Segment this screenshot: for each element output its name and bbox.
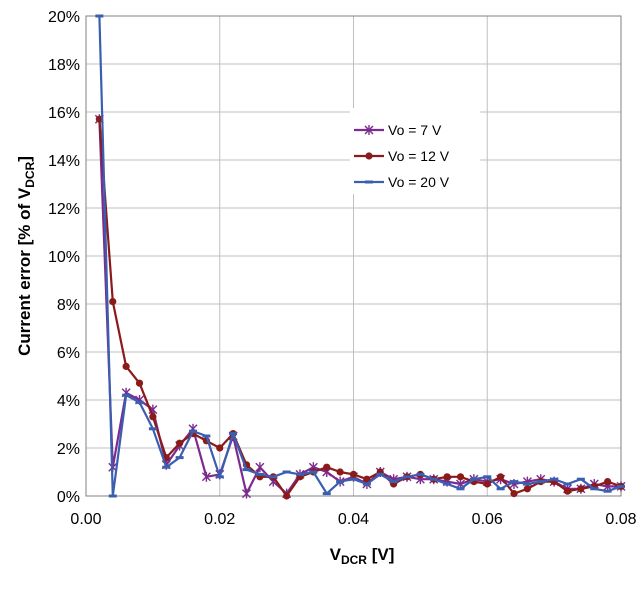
legend-item: Vo = 20 V [354, 174, 450, 190]
series-layer [94, 14, 626, 500]
y-axis-ticks: 0% 2% 4% 6% 8% 10% 12% 14% 16% 18% 20% [48, 9, 80, 506]
data-point [323, 463, 331, 471]
y-tick-label: 2% [57, 441, 80, 458]
series-2 [95, 14, 625, 498]
legend-item: Vo = 7 V [354, 122, 442, 138]
y-tick-label: 10% [48, 249, 80, 266]
legend-label: Vo = 20 V [388, 174, 450, 190]
x-tick-label: 0.02 [204, 511, 235, 528]
series-line [98, 119, 622, 498]
data-point [456, 473, 465, 481]
data-point [176, 439, 184, 447]
data-point [443, 473, 451, 481]
y-tick-label: 20% [48, 9, 80, 26]
legend-item: Vo = 12 V [354, 148, 450, 164]
y-tick-label: 0% [57, 489, 80, 506]
data-point [497, 473, 505, 481]
x-tick-label: 0.06 [472, 511, 503, 528]
data-point [364, 125, 374, 135]
y-tick-label: 16% [48, 105, 80, 122]
y-tick-label: 4% [57, 393, 80, 410]
legend: Vo = 7 V Vo = 12 V Vo = 20 V [350, 108, 480, 194]
y-tick-label: 14% [48, 153, 80, 170]
x-tick-label: 0.08 [605, 511, 636, 528]
data-point [604, 478, 612, 486]
x-axis-ticks: 0.00 0.02 0.04 0.06 0.08 [70, 511, 636, 528]
legend-label: Vo = 7 V [388, 122, 442, 138]
legend-label: Vo = 12 V [388, 148, 450, 164]
data-point [510, 490, 518, 498]
y-tick-label: 8% [57, 297, 80, 314]
data-point [483, 480, 491, 488]
y-tick-label: 12% [48, 201, 80, 218]
data-point [336, 468, 344, 476]
series-line [98, 15, 622, 498]
data-point [201, 471, 211, 482]
data-point [523, 485, 531, 493]
data-point [109, 298, 117, 306]
data-point [135, 379, 144, 387]
data-point [149, 413, 157, 421]
plot-frame [85, 15, 622, 497]
x-tick-label: 0.04 [338, 511, 369, 528]
data-point [365, 152, 373, 160]
data-point [255, 462, 265, 473]
data-point [363, 475, 371, 483]
data-point [563, 487, 572, 495]
y-axis-title: Current error [% of VDCR] [15, 156, 37, 356]
legend-box [350, 108, 480, 194]
data-point [122, 362, 130, 370]
data-point [242, 488, 251, 499]
data-point [349, 470, 358, 478]
y-tick-label: 18% [48, 57, 80, 74]
data-point [283, 492, 291, 500]
y-tick-label: 6% [57, 345, 80, 362]
data-point [216, 444, 224, 452]
data-point [577, 485, 585, 493]
x-tick-label: 0.00 [70, 511, 101, 528]
x-axis-title: VDCR [V] [330, 545, 395, 567]
